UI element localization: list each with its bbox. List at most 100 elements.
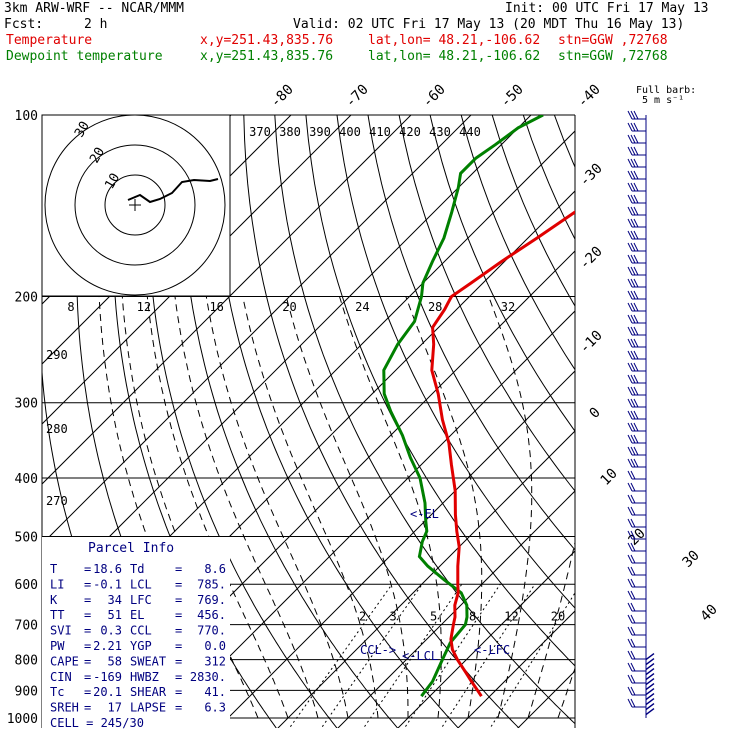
isotherm-line — [575, 115, 740, 731]
parcel-param-name: Tc — [50, 685, 64, 699]
pressure-tick-label: 600 — [15, 578, 38, 593]
parcel-param-eq: = — [84, 608, 91, 622]
pressure-tick-label: 500 — [15, 530, 38, 545]
parcel-param-eq: = — [175, 577, 182, 591]
wind-barb — [627, 170, 646, 180]
wind-barb-flag — [630, 362, 636, 372]
wind-barb-flag — [627, 146, 633, 156]
wind-barb — [627, 266, 646, 276]
wind-barb — [627, 650, 646, 660]
theta-e-label: 400 — [339, 125, 361, 139]
isotherm-label: 0 — [587, 405, 604, 422]
wind-barb-flag — [630, 218, 636, 228]
wind-barb-flag — [633, 194, 639, 204]
wind-barb-flag — [630, 290, 636, 300]
parcel-param-eq: = — [175, 670, 182, 684]
moist-adiabat — [242, 296, 379, 719]
wind-barb-flag — [627, 542, 633, 552]
chart-header: 3km ARW-WRF -- NCAR/MMM Init: 00 UTC Fri… — [0, 0, 740, 70]
wind-barb-flag — [633, 410, 639, 420]
wind-barb-flag — [630, 674, 636, 684]
wind-barb-low — [645, 682, 655, 691]
wind-barb-flag — [627, 326, 633, 336]
ccl-marker: CCL-> — [360, 643, 396, 657]
hodograph-scale-label: 20 — [282, 300, 296, 314]
wind-barb-flag — [630, 698, 636, 708]
wind-barb-flag — [630, 530, 636, 540]
parcel-param-name: SWEAT — [130, 654, 166, 668]
wind-barb-flag — [627, 206, 633, 216]
parcel-param-value: 34 — [108, 593, 122, 607]
wind-barb-flag — [633, 386, 639, 396]
sounding-profiles — [382, 115, 575, 698]
dry-adiabat — [491, 115, 575, 308]
wind-barb-flag — [633, 242, 639, 252]
parcel-param-value: 770. — [197, 624, 226, 638]
parcel-param-name: CIN — [50, 670, 72, 684]
lcl-marker: <-LCL — [402, 649, 438, 663]
wind-barb-flag — [627, 398, 633, 408]
dry-adiabat — [367, 115, 575, 551]
isotherm-line — [157, 310, 575, 728]
wind-barb-low — [645, 677, 655, 686]
wind-barb-flag — [630, 254, 636, 264]
isotherm-label: -30 — [577, 161, 606, 190]
location-latlon-dewpoint: lat,lon= 48.21,-106.62 — [368, 49, 541, 64]
wind-barb — [627, 254, 646, 264]
wind-barb-flag — [633, 362, 639, 372]
hodograph-ring-label: 10 — [102, 171, 123, 192]
wind-barb-flag — [633, 134, 639, 144]
wind-barb-flag — [633, 350, 639, 360]
hodograph-scale-label: 12 — [137, 300, 151, 314]
station-dewpoint: stn=GGW ,72768 — [558, 49, 668, 64]
wind-barb-flag — [630, 602, 636, 612]
theta-e-label: 410 — [369, 125, 391, 139]
wind-barb — [627, 146, 646, 156]
wind-barb-flag — [630, 242, 636, 252]
isotherm-label: -10 — [577, 328, 606, 357]
wind-barb-flag — [627, 302, 633, 312]
parcel-param-eq: = — [175, 608, 182, 622]
parcel-param-value: 769. — [197, 593, 226, 607]
wind-barb-low — [645, 657, 655, 666]
wind-barb-flag — [627, 674, 633, 684]
wind-barb-flag — [630, 314, 636, 324]
wind-barb-flag — [630, 650, 636, 660]
isotherm-label: -60 — [420, 82, 449, 111]
dry-adiabat — [398, 115, 575, 492]
legend-dewpoint: Dewpoint temperature — [6, 49, 163, 64]
lfc-marker: <-LFC — [474, 643, 510, 657]
wind-barb-flag — [630, 194, 636, 204]
parcel-param-eq: = — [84, 654, 91, 668]
dry-adiabat — [460, 115, 575, 371]
dry-adiabat — [179, 115, 399, 728]
theta-e-label: 440 — [459, 125, 481, 139]
wind-barb-flag — [633, 206, 639, 216]
wind-barb — [627, 506, 646, 516]
wind-barb — [627, 278, 646, 288]
dry-adiabat — [553, 115, 575, 169]
isotherm-line — [397, 550, 575, 728]
wind-barb — [627, 638, 646, 648]
isotherm-label: 40 — [698, 602, 721, 625]
hodograph-ring — [104, 174, 166, 236]
location-xy-temperature: x,y=251.43,835.76 — [200, 33, 334, 48]
wind-barb-flag — [633, 230, 639, 240]
parcel-param-value: 18.6 — [93, 562, 122, 576]
hodograph-ring-label: 30 — [72, 119, 93, 140]
wind-barb — [627, 590, 646, 600]
wind-barb-flag — [630, 302, 636, 312]
wind-barb — [627, 194, 646, 204]
wind-barb-flag — [630, 554, 636, 564]
hodograph-scale-label: 28 — [428, 300, 442, 314]
wind-barb-flag — [627, 422, 633, 432]
wind-barb-flag — [627, 662, 633, 672]
wind-barb-flag — [627, 374, 633, 384]
parcel-param-value: 6.3 — [204, 701, 226, 715]
wind-barb-flag — [633, 254, 639, 264]
wind-barb-flag — [627, 590, 633, 600]
mixing-ratio-line — [440, 583, 536, 728]
wind-barb — [627, 482, 646, 492]
parcel-param-eq: = — [84, 593, 91, 607]
